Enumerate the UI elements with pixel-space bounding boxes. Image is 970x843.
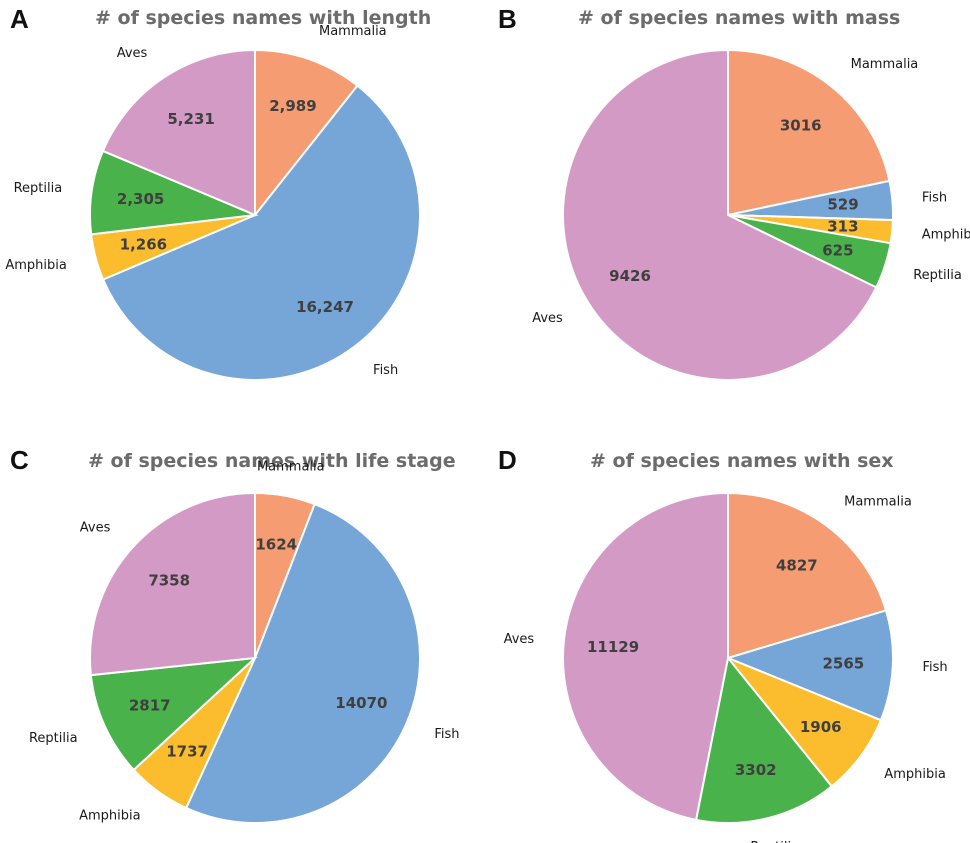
panel-letter-a: A: [10, 4, 29, 34]
data-label-aves: 5,231: [167, 110, 214, 128]
chart-title-d: # of species names with sex: [590, 450, 894, 472]
data-label-aves: 9426: [609, 267, 651, 285]
pie-slice-fish: [101, 84, 421, 381]
pie-slice-fish: [184, 502, 421, 824]
category-label-mammalia: Mammalia: [851, 57, 919, 72]
data-label-amphibia: 1,266: [120, 236, 167, 254]
data-label-mammalia: 2,989: [269, 97, 316, 115]
category-label-mammalia: Mammalia: [257, 460, 325, 475]
panel-letter-d: D: [498, 445, 517, 475]
category-label-fish: Fish: [922, 660, 947, 675]
category-label-aves: Aves: [117, 46, 148, 61]
category-label-aves: Aves: [504, 632, 535, 647]
data-label-reptilia: 2,305: [117, 190, 164, 208]
category-label-aves: Aves: [532, 311, 563, 326]
data-label-amphibia: 1906: [800, 718, 842, 736]
category-label-reptilia: Reptilia: [29, 731, 78, 746]
data-label-mammalia: 1624: [255, 535, 297, 553]
category-label-mammalia: Mammalia: [319, 24, 387, 39]
category-label-amphibia: Amphibia: [884, 767, 946, 782]
data-label-reptilia: 3302: [735, 761, 777, 779]
data-label-amphibia: 313: [827, 218, 858, 236]
data-label-fish: 2565: [822, 654, 864, 672]
category-label-aves: Aves: [80, 521, 111, 536]
chart-title-a: # of species names with length: [95, 7, 432, 29]
pie-slice-aves: [101, 48, 256, 217]
panel-letter-c: C: [10, 445, 29, 475]
pie-slice-reptilia: [89, 656, 258, 772]
pie-slice-mammalia: [254, 48, 359, 218]
pie-slice-aves: [562, 48, 878, 381]
category-label-amphibia: Amphibia: [922, 228, 970, 243]
category-label-fish: Fish: [434, 727, 459, 742]
data-label-mammalia: 3016: [780, 116, 822, 134]
data-label-fish: 14070: [335, 694, 387, 712]
pie-slice-aves: [562, 491, 729, 822]
data-label-fish: 16,247: [296, 298, 354, 316]
pie-slice-reptilia: [694, 655, 834, 824]
chart-title-c: # of species names with life stage: [88, 450, 456, 472]
data-label-amphibia: 1737: [166, 742, 208, 760]
data-label-aves: 11129: [587, 638, 639, 656]
pie-slice-aves: [89, 491, 256, 677]
pie-slice-mammalia: [727, 48, 891, 217]
category-label-mammalia: Mammalia: [844, 495, 912, 510]
pie-slice-fish: [725, 609, 894, 722]
category-label-fish: Fish: [922, 191, 947, 206]
category-label-reptilia: Reptilia: [14, 181, 63, 196]
panel-letter-b: B: [498, 4, 517, 34]
data-label-reptilia: 2817: [129, 697, 171, 715]
category-label-amphibia: Amphibia: [79, 809, 141, 824]
data-label-fish: 529: [827, 196, 858, 214]
category-label-fish: Fish: [373, 363, 398, 378]
category-label-reptilia: Reptilia: [750, 840, 799, 843]
data-label-reptilia: 625: [822, 242, 853, 260]
category-label-reptilia: Reptilia: [913, 268, 962, 283]
data-label-mammalia: 4827: [776, 556, 818, 574]
category-label-amphibia: Amphibia: [5, 258, 67, 273]
data-label-aves: 7358: [148, 572, 190, 590]
chart-title-b: # of species names with mass: [578, 7, 901, 29]
pie-slice-mammalia: [727, 491, 888, 660]
